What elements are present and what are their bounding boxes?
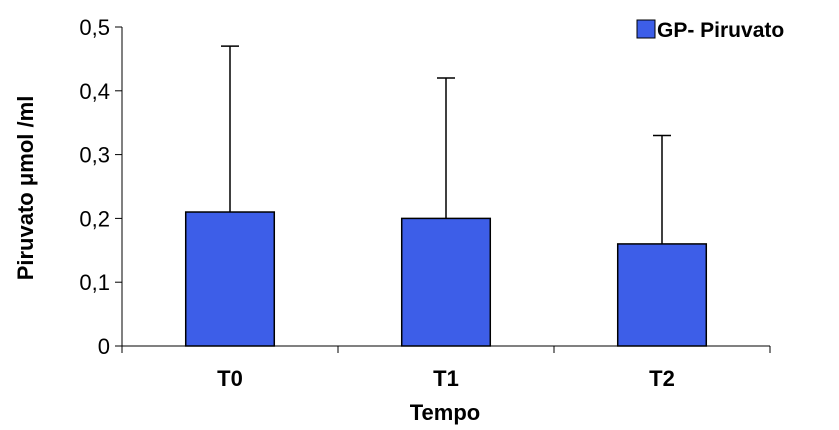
bar-t1 [400, 217, 492, 347]
y-axis: 0 0,1 0,2 0,3 0,4 0,5 [79, 15, 123, 359]
x-tick-label: T1 [433, 366, 459, 391]
y-tick-label: 0,3 [79, 143, 110, 168]
y-tick-label: 0,4 [79, 79, 110, 104]
legend-label: GP- Piruvato [657, 19, 784, 42]
legend-swatch [636, 19, 656, 39]
error-bars [221, 45, 671, 244]
y-axis-title: Piruvato μmol /ml [13, 96, 38, 281]
x-axis-title: Tempo [410, 400, 480, 425]
x-axis: T0 T1 T2 [121, 345, 771, 391]
bar-t0 [184, 211, 276, 347]
bars [184, 211, 708, 347]
y-tick-label: 0,5 [79, 15, 110, 40]
y-tick-label: 0 [98, 334, 110, 359]
bar-t2 [616, 243, 708, 347]
x-tick-label: T2 [649, 366, 675, 391]
legend: GP- Piruvato [636, 19, 784, 42]
x-tick-label: T0 [217, 366, 243, 391]
y-tick-label: 0,2 [79, 206, 110, 231]
y-tick-label: 0,1 [79, 270, 110, 295]
